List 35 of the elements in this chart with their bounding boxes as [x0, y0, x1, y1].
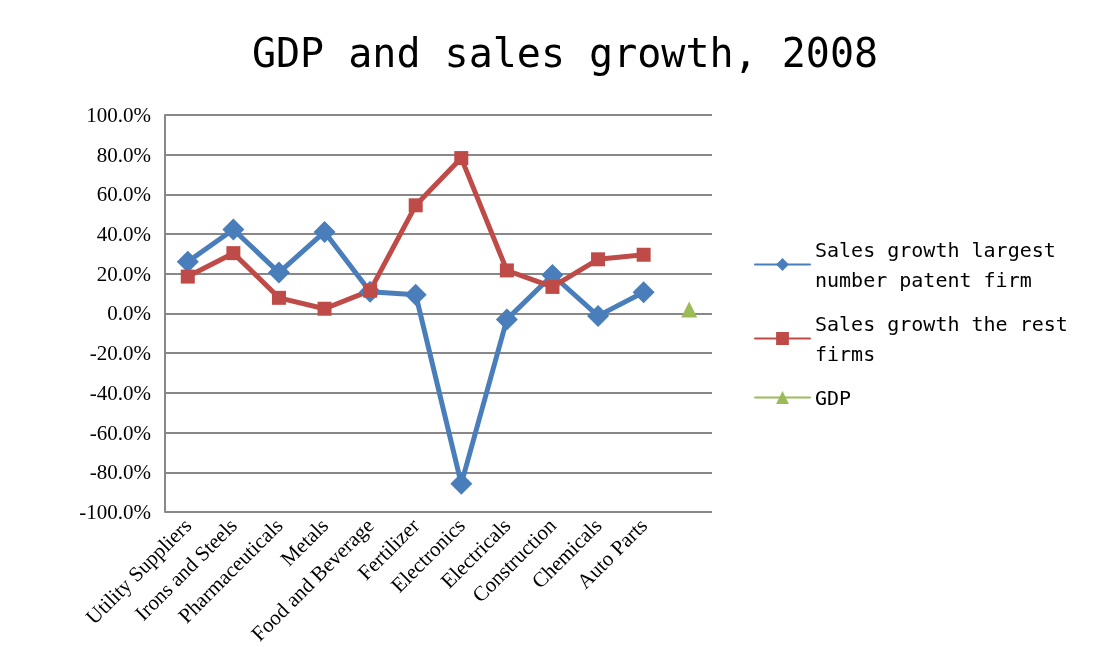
- y-tick-label: 20.0%: [96, 261, 151, 286]
- point: [180, 269, 195, 284]
- chart-title: GDP and sales growth, 2008: [251, 30, 879, 76]
- point: [587, 304, 610, 327]
- point: [404, 283, 427, 306]
- point: [271, 290, 286, 305]
- y-tick-label: 80.0%: [96, 142, 151, 167]
- y-tick-label: 60.0%: [96, 182, 151, 207]
- point: [408, 198, 423, 213]
- y-tick-label: -20.0%: [89, 341, 151, 366]
- point: [495, 308, 518, 331]
- y-tick-label: 100.0%: [86, 103, 151, 127]
- legend-label: GDP: [815, 385, 852, 410]
- y-tick-label: 0.0%: [107, 301, 151, 326]
- point: [222, 218, 245, 241]
- y-tick-label: -40.0%: [89, 380, 151, 405]
- point: [313, 220, 336, 243]
- point: [317, 301, 332, 316]
- point: [591, 252, 606, 267]
- point: [636, 247, 651, 262]
- y-tick-label: 40.0%: [96, 222, 151, 247]
- point: [267, 261, 290, 284]
- point: [176, 250, 199, 273]
- y-tick-label: -80.0%: [89, 460, 151, 485]
- point: [499, 263, 514, 278]
- point: [454, 151, 469, 166]
- y-tick-label: -60.0%: [89, 420, 151, 445]
- point: [450, 472, 473, 495]
- point: [545, 279, 560, 294]
- legend-label: Sales growth largest number patent firm: [815, 237, 1068, 292]
- point: [681, 301, 698, 318]
- point: [226, 246, 241, 261]
- y-tick-label: -100.0%: [79, 500, 151, 524]
- legend-label: Sales growth the rest firms: [815, 311, 1080, 366]
- point: [632, 281, 655, 304]
